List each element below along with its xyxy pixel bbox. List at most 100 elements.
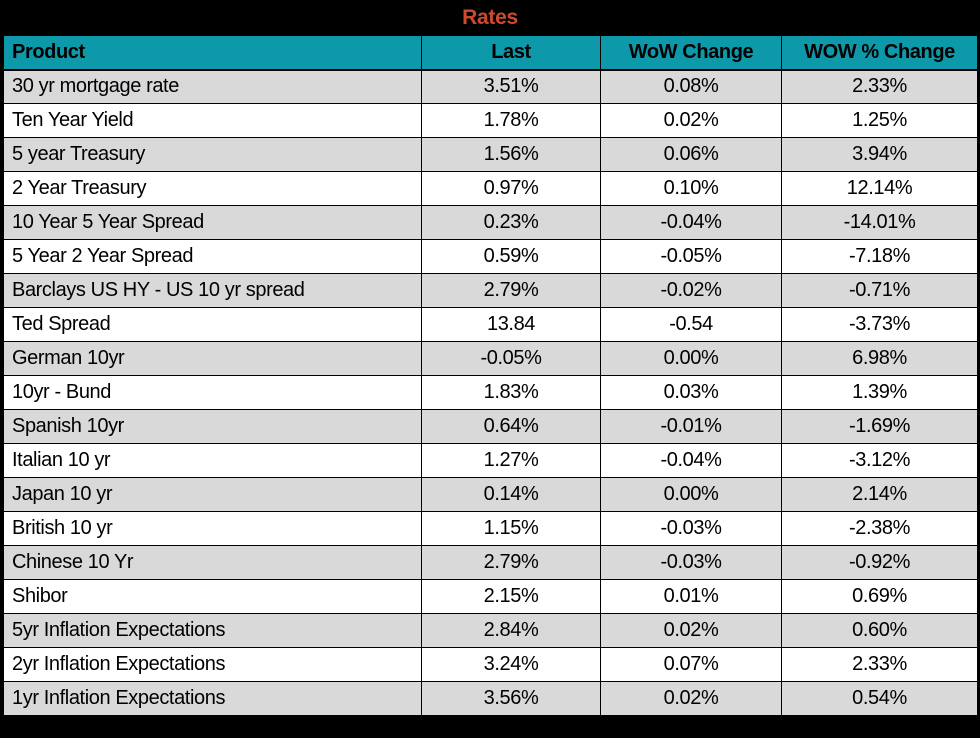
value-cell: -0.03% [600,511,782,546]
table-row: 10 Year 5 Year Spread 0.23% -0.04% -14.01% [3,205,977,240]
value-cell: 3.51% [421,69,601,104]
value-cell: -7.18% [781,239,977,274]
column-header-wow-pct-change: WOW % Change [781,35,977,71]
value-cell: 0.06% [600,137,782,172]
table-row: Japan 10 yr 0.14% 0.00% 2.14% [3,477,977,512]
table-row: 1yr Inflation Expectations 3.56% 0.02% 0.54… [3,681,977,716]
product-cell: Barclays US HY - US 10 yr spread [3,273,422,308]
product-cell: Chinese 10 Yr [3,545,422,580]
value-cell: 1.56% [421,137,601,172]
column-header-wow-change: WoW Change [600,35,782,71]
value-cell: 1.39% [781,375,977,410]
value-cell: -3.73% [781,307,977,342]
value-cell: -0.04% [600,443,782,478]
product-cell: Ted Spread [3,307,422,342]
product-cell: Italian 10 yr [3,443,422,478]
table-body: 30 yr mortgage rate 3.51% 0.08% 2.33% Ten Ye… [3,69,977,716]
table-row: 5 year Treasury 1.56% 0.06% 3.94% [3,137,977,172]
value-cell: 2.84% [421,613,601,648]
header-row: Product Last WoW Change WOW % Change [3,35,977,71]
value-cell: -1.69% [781,409,977,444]
value-cell: 0.02% [600,613,782,648]
value-cell: 0.03% [600,375,782,410]
value-cell: 1.27% [421,443,601,478]
table-row: 2 Year Treasury 0.97% 0.10% 12.14% [3,171,977,206]
value-cell: -0.02% [600,273,782,308]
value-cell: 1.15% [421,511,601,546]
value-cell: 0.02% [600,103,782,138]
table-title-bar: Rates [3,0,977,35]
value-cell: 1.83% [421,375,601,410]
value-cell: -0.54 [600,307,782,342]
value-cell: 6.98% [781,341,977,376]
table-row: 5yr Inflation Expectations 2.84% 0.02% 0.60… [3,613,977,648]
table-title: Rates [462,5,518,29]
value-cell: -0.92% [781,545,977,580]
value-cell: 2.33% [781,69,977,104]
value-cell: 0.14% [421,477,601,512]
value-cell: 0.97% [421,171,601,206]
table-row: 10yr - Bund 1.83% 0.03% 1.39% [3,375,977,410]
value-cell: -3.12% [781,443,977,478]
product-cell: Spanish 10yr [3,409,422,444]
table-row: 5 Year 2 Year Spread 0.59% -0.05% -7.18% [3,239,977,274]
value-cell: 1.25% [781,103,977,138]
table-row: Chinese 10 Yr 2.79% -0.03% -0.92% [3,545,977,580]
value-cell: 13.84 [421,307,601,342]
table-row: 30 yr mortgage rate 3.51% 0.08% 2.33% [3,69,977,104]
product-cell: 5 Year 2 Year Spread [3,239,422,274]
value-cell: 3.94% [781,137,977,172]
product-cell: Japan 10 yr [3,477,422,512]
table-row: Ten Year Yield 1.78% 0.02% 1.25% [3,103,977,138]
product-cell: Ten Year Yield [3,103,422,138]
product-cell: 10yr - Bund [3,375,422,410]
table-row: Ted Spread 13.84 -0.54 -3.73% [3,307,977,342]
value-cell: -14.01% [781,205,977,240]
value-cell: -0.71% [781,273,977,308]
value-cell: 1.78% [421,103,601,138]
value-cell: 0.10% [600,171,782,206]
value-cell: 2.15% [421,579,601,614]
value-cell: 0.23% [421,205,601,240]
product-cell: 5 year Treasury [3,137,422,172]
column-header-last: Last [421,35,601,71]
value-cell: 2.14% [781,477,977,512]
value-cell: -0.03% [600,545,782,580]
table-row: Italian 10 yr 1.27% -0.04% -3.12% [3,443,977,478]
value-cell: 0.02% [600,681,782,716]
table-row: German 10yr -0.05% 0.00% 6.98% [3,341,977,376]
rates-table: Product Last WoW Change WOW % Change 30 … [3,35,977,716]
column-header-product: Product [3,35,422,71]
value-cell: 0.54% [781,681,977,716]
value-cell: 2.79% [421,273,601,308]
product-cell: 2 Year Treasury [3,171,422,206]
product-cell: 30 yr mortgage rate [3,69,422,104]
product-cell: 5yr Inflation Expectations [3,613,422,648]
value-cell: -2.38% [781,511,977,546]
value-cell: -0.05% [421,341,601,376]
value-cell: 0.60% [781,613,977,648]
value-cell: 0.07% [600,647,782,682]
value-cell: -0.04% [600,205,782,240]
value-cell: 0.64% [421,409,601,444]
value-cell: 12.14% [781,171,977,206]
product-cell: 1yr Inflation Expectations [3,681,422,716]
table-row: Spanish 10yr 0.64% -0.01% -1.69% [3,409,977,444]
value-cell: 0.08% [600,69,782,104]
table-row: Shibor 2.15% 0.01% 0.69% [3,579,977,614]
product-cell: Shibor [3,579,422,614]
value-cell: -0.05% [600,239,782,274]
table-row: British 10 yr 1.15% -0.03% -2.38% [3,511,977,546]
value-cell: 2.33% [781,647,977,682]
value-cell: 0.01% [600,579,782,614]
table-row: Barclays US HY - US 10 yr spread 2.79% -0.… [3,273,977,308]
value-cell: 3.24% [421,647,601,682]
value-cell: 0.69% [781,579,977,614]
value-cell: -0.01% [600,409,782,444]
product-cell: 10 Year 5 Year Spread [3,205,422,240]
product-cell: 2yr Inflation Expectations [3,647,422,682]
product-cell: British 10 yr [3,511,422,546]
table-row: 2yr Inflation Expectations 3.24% 0.07% 2.33… [3,647,977,682]
value-cell: 3.56% [421,681,601,716]
